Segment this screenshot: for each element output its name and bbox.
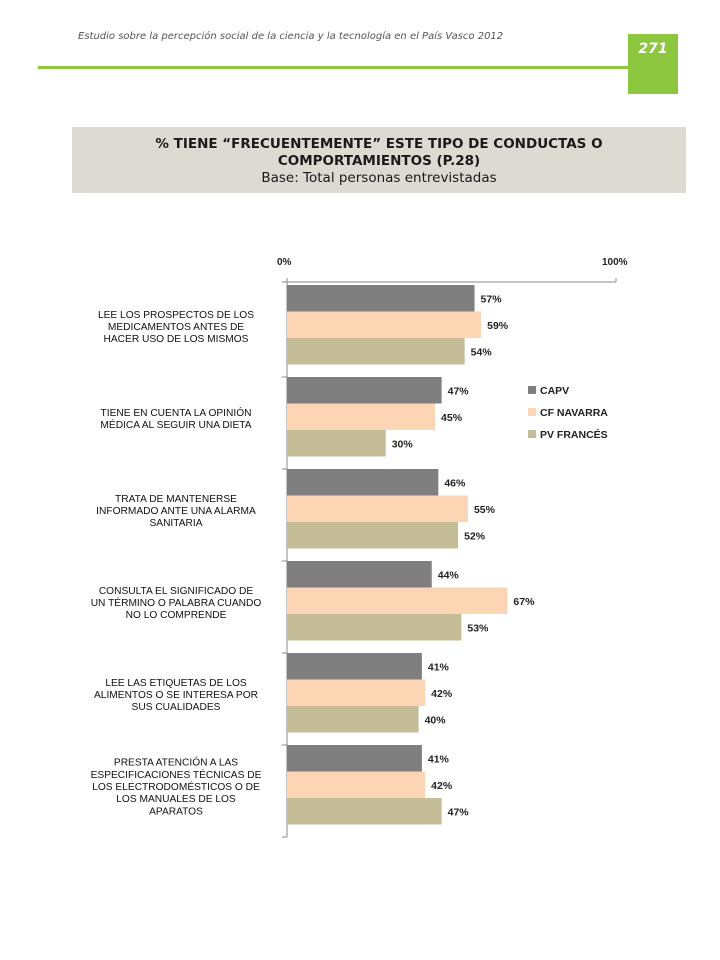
data-label: 45%: [441, 412, 463, 424]
legend-label: CF NAVARRA: [540, 407, 608, 419]
chart-title-box: % TIENE “FRECUENTEMENTE” ESTE TIPO DE CO…: [72, 127, 686, 193]
bar: [287, 403, 436, 430]
bar: [287, 745, 422, 772]
data-label: 54%: [471, 346, 493, 358]
category-label: INFORMADO ANTE UNA ALARMA: [96, 506, 256, 517]
bar: [287, 338, 465, 365]
data-label: 67%: [513, 596, 535, 608]
bar: [287, 495, 468, 522]
category-label: SANITARIA: [149, 518, 202, 529]
category-label: LOS MANUALES DE LOS: [116, 794, 236, 805]
data-label: 55%: [474, 504, 496, 516]
category-label: LOS ELECTRODOMÉSTICOS O DE: [92, 780, 260, 793]
legend-swatch: [528, 386, 536, 394]
bar: [287, 377, 442, 404]
bar: [287, 430, 386, 457]
header-divider: [38, 66, 630, 69]
bar: [287, 469, 439, 496]
page-number-badge: 271: [628, 34, 678, 94]
category-label: PRESTA ATENCIÓN A LAS: [114, 756, 238, 769]
bar: [287, 771, 426, 798]
bar: [287, 587, 508, 614]
bar: [287, 311, 482, 338]
data-label: 41%: [428, 661, 450, 673]
data-label: 46%: [444, 477, 466, 489]
data-label: 30%: [392, 438, 414, 450]
chart-title-line-2: COMPORTAMIENTOS (P.28): [277, 153, 481, 169]
category-label: LEE LOS PROSPECTOS DE LOS: [98, 310, 254, 321]
legend-swatch: [528, 430, 536, 438]
data-label: 42%: [431, 780, 453, 792]
category-label: CONSULTA EL SIGNIFICADO DE: [99, 586, 254, 597]
running-header: Estudio sobre la percepción social de la…: [78, 31, 504, 42]
category-label: HACER USO DE LOS MISMOS: [104, 334, 249, 345]
category-label: TIENE EN CUENTA LA OPINIÓN: [101, 406, 252, 419]
category-label: LEE LAS ETIQUETAS DE LOS: [105, 678, 247, 689]
bar: [287, 706, 419, 733]
bar: [287, 561, 432, 588]
category-label: APARATOS: [149, 806, 203, 817]
bar: [287, 798, 442, 825]
chart-subtitle: Base: Total personas entrevistadas: [261, 170, 497, 186]
data-label: 47%: [448, 806, 470, 818]
category-label: TRATA DE MANTENERSE: [115, 494, 237, 505]
x-tick-label: 0%: [277, 257, 292, 268]
category-label: SUS CUALIDADES: [132, 702, 221, 713]
data-label: 52%: [464, 530, 486, 542]
data-label: 59%: [487, 320, 509, 332]
x-tick-label: 100%: [602, 257, 628, 268]
chart-title-line-1: % TIENE “FRECUENTEMENTE” ESTE TIPO DE CO…: [155, 136, 603, 152]
category-label: MEDICAMENTOS ANTES DE: [108, 322, 244, 333]
data-label: 41%: [428, 753, 450, 765]
bar: [287, 285, 475, 312]
data-label: 57%: [481, 293, 503, 305]
data-label: 44%: [438, 569, 460, 581]
bar: [287, 522, 459, 549]
category-label: UN TÉRMINO O PALABRA CUANDO: [91, 596, 262, 609]
category-label: NO LO COMPRENDE: [126, 610, 227, 621]
category-label: MÉDICA AL SEGUIR UNA DIETA: [100, 418, 251, 431]
bar: [287, 614, 462, 641]
bar: [287, 653, 422, 680]
data-label: 47%: [448, 385, 470, 397]
data-label: 53%: [467, 622, 489, 634]
category-label: ALIMENTOS O SE INTERESA POR: [94, 690, 258, 701]
legend-label: CAPV: [540, 385, 569, 397]
data-label: 40%: [425, 714, 447, 726]
legend-swatch: [528, 408, 536, 416]
legend-label: PV FRANCÉS: [540, 428, 608, 441]
bar: [287, 679, 426, 706]
data-label: 42%: [431, 688, 453, 700]
category-label: ESPECIFICACIONES TÉCNICAS DE: [91, 768, 262, 781]
